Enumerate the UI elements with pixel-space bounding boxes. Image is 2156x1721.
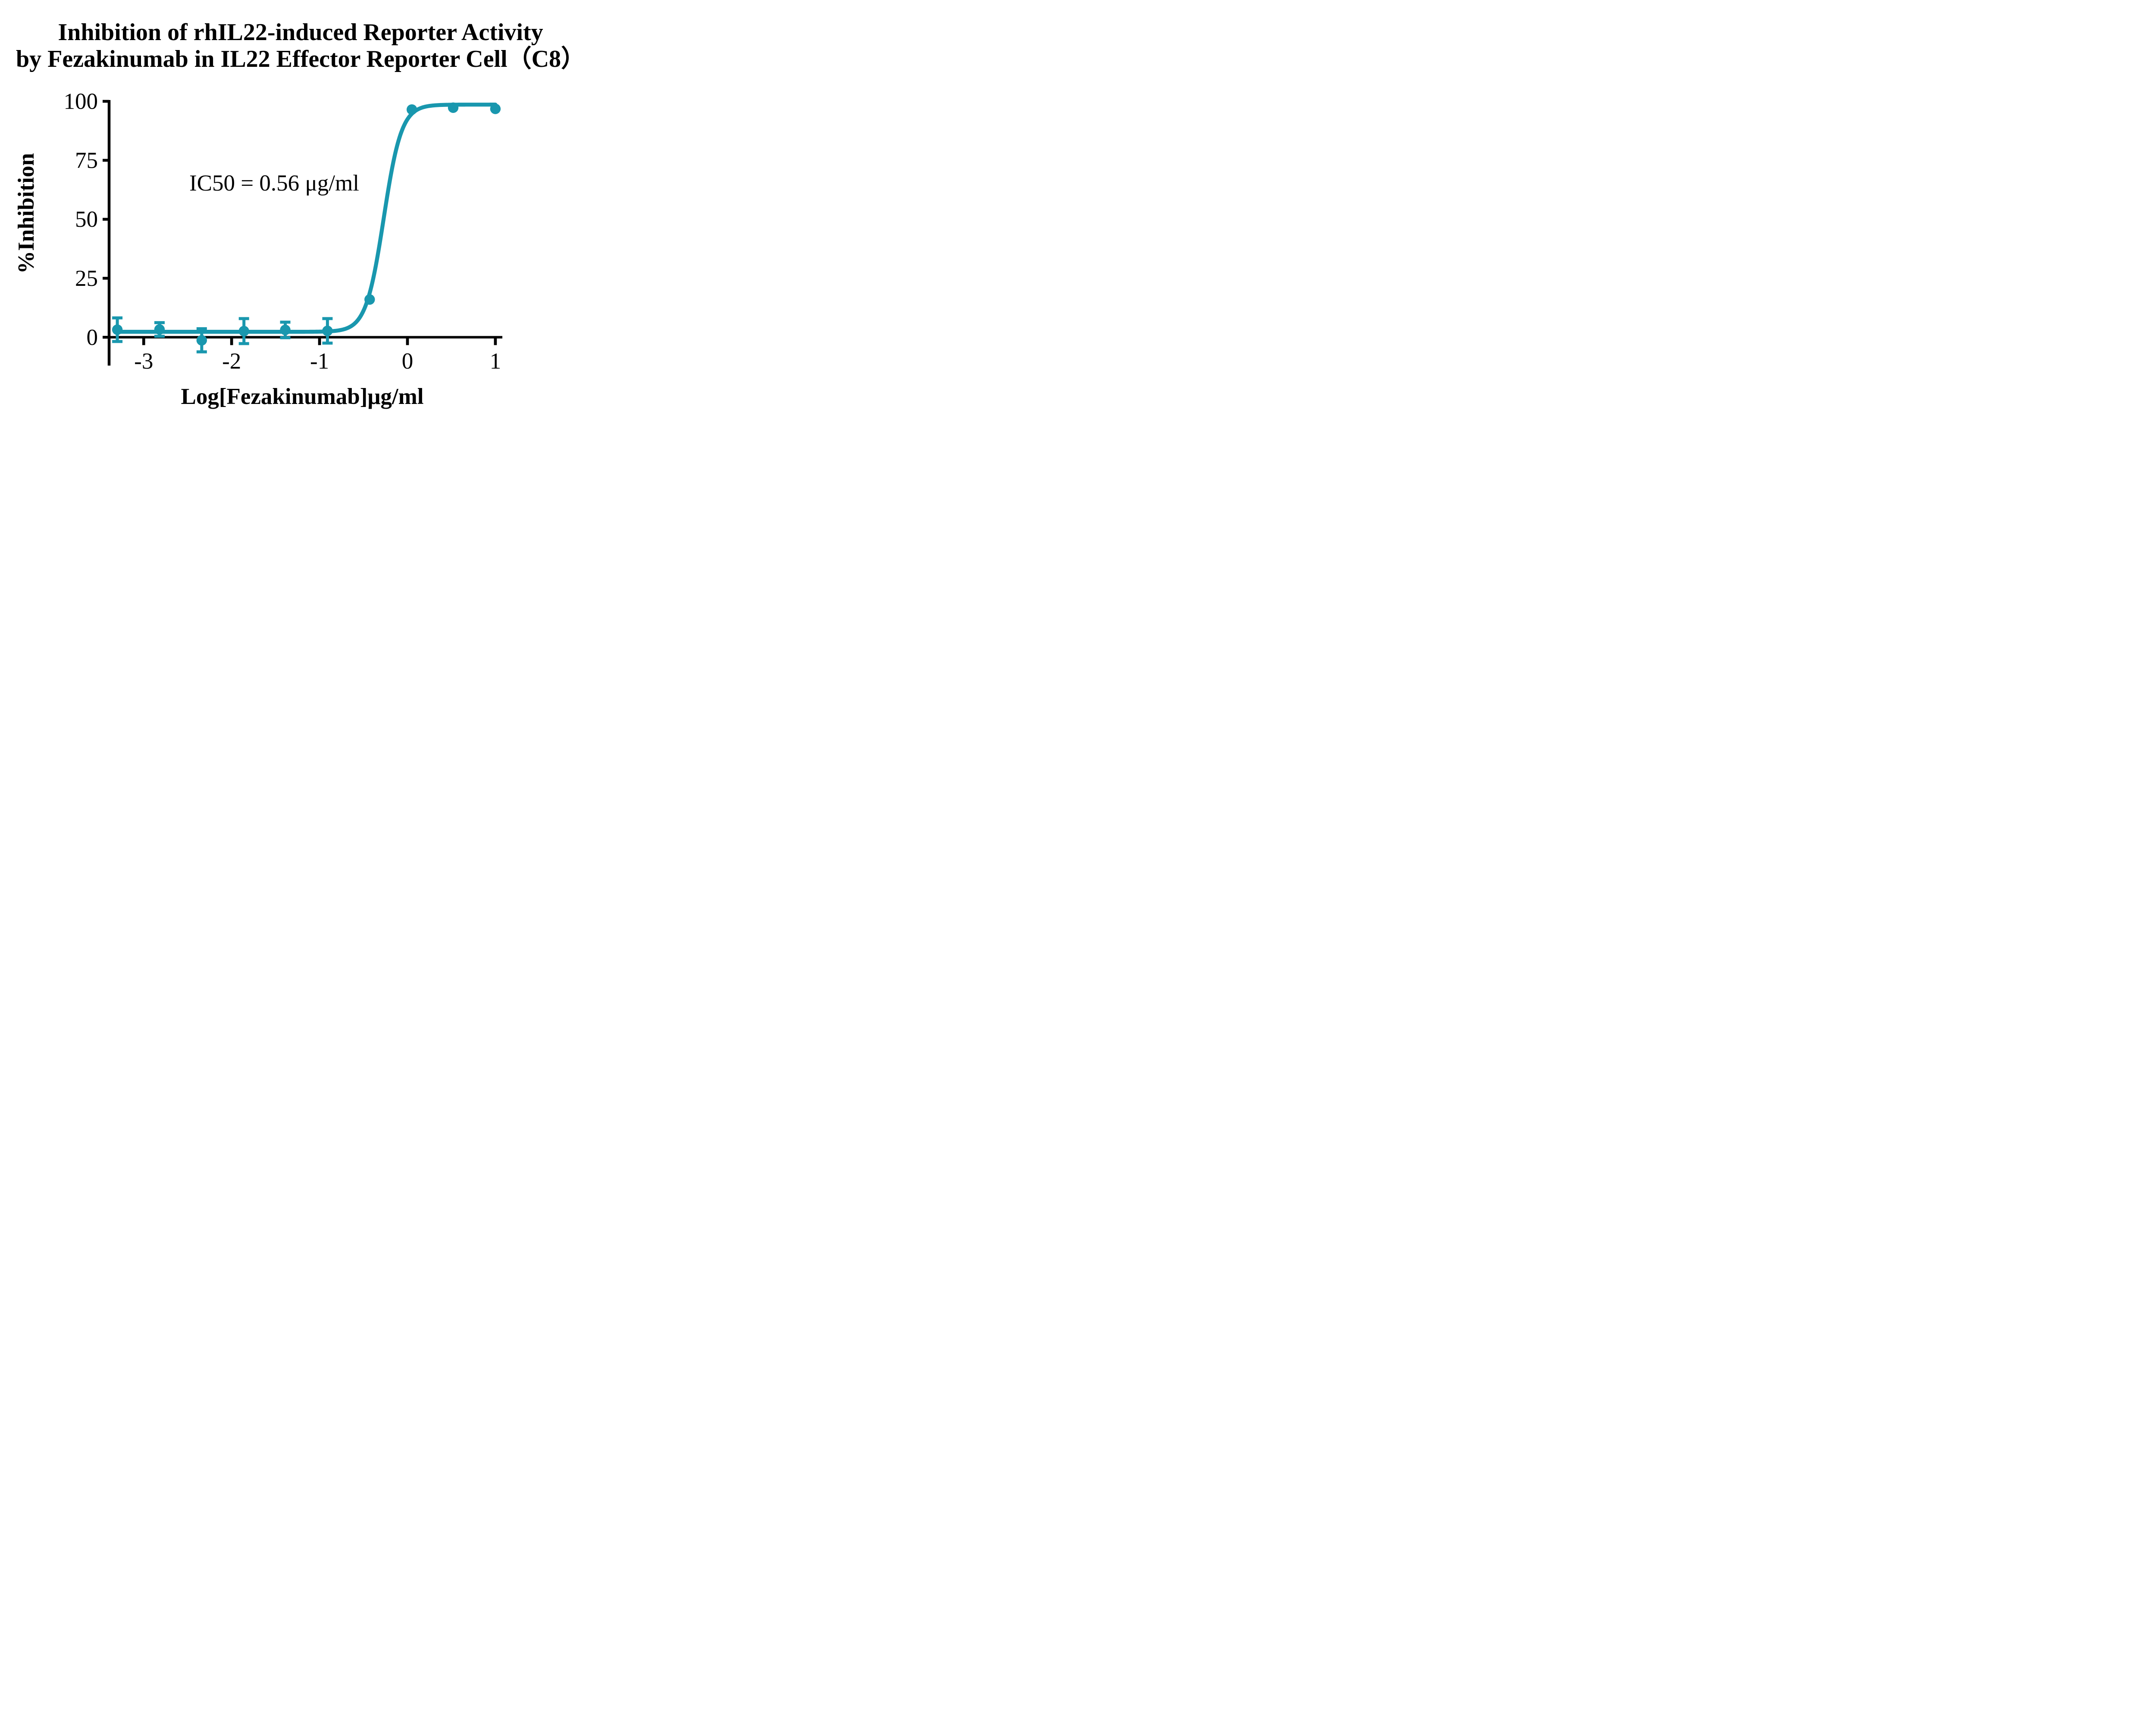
fit-curve	[113, 103, 498, 334]
data-point	[406, 104, 417, 115]
x-tick-label: -1	[310, 349, 329, 374]
data-point	[196, 335, 207, 346]
data-point	[448, 102, 459, 113]
x-tick-label: 1	[490, 349, 501, 374]
data-point	[364, 294, 375, 305]
y-axis-title: %Inhibition	[14, 153, 39, 274]
axes: -3 -2 -1 0 1 0 25 50 75 100	[64, 89, 502, 374]
data-point	[238, 325, 249, 337]
y-ticks: 0 25 50 75 100	[64, 89, 109, 350]
y-tick-label: 25	[75, 266, 98, 291]
x-tick-label: 0	[402, 349, 414, 374]
chart-title-line1: Inhibition of rhIL22-induced Reporter Ac…	[58, 19, 543, 46]
plot-area	[112, 102, 501, 354]
x-tick-label: -2	[222, 349, 241, 374]
y-tick-label: 50	[75, 207, 98, 232]
y-tick-label: 75	[75, 148, 98, 173]
dose-response-chart: Inhibition of rhIL22-induced Reporter Ac…	[14, 19, 585, 409]
data-point	[112, 324, 123, 335]
figure-page: Inhibition of rhIL22-induced Reporter Ac…	[0, 0, 601, 430]
error-bar-layer	[112, 316, 333, 354]
data-point	[322, 325, 333, 336]
fit-curve-layer	[113, 103, 498, 334]
data-point	[490, 103, 501, 114]
y-tick-label: 0	[87, 325, 98, 350]
chart-title-line2: by Fezakinumab in IL22 Effector Reporter…	[16, 45, 585, 72]
y-tick-label: 100	[64, 89, 98, 114]
data-point	[154, 324, 165, 335]
x-axis-title: Log[Fezakinumab]μg/ml	[181, 384, 424, 409]
data-point	[280, 325, 291, 335]
x-ticks: -3 -2 -1 0 1	[134, 337, 501, 374]
x-tick-label: -3	[134, 349, 153, 374]
data-point-layer	[112, 102, 501, 346]
ic50-annotation: IC50 = 0.56 μg/ml	[189, 171, 359, 196]
